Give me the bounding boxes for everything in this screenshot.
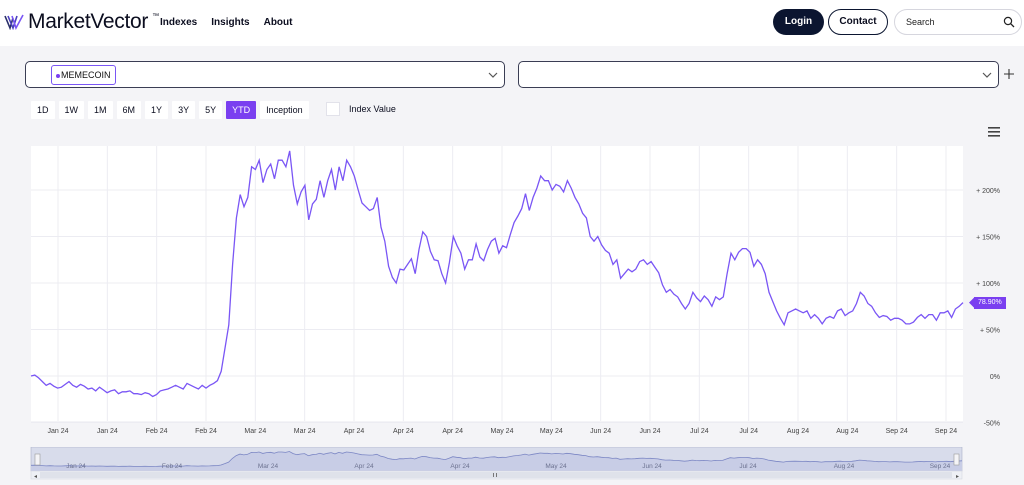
x-tick-label: May 24 — [540, 428, 563, 435]
search-placeholder: Search — [906, 17, 935, 27]
range-button-3y[interactable]: 3Y — [172, 101, 196, 119]
x-tick-label: Mar 24 — [244, 428, 266, 435]
navigator-left-handle — [34, 453, 41, 466]
navigator-line — [30, 451, 963, 467]
range-button-1m[interactable]: 1M — [88, 101, 113, 119]
x-tick-label: Sep 24 — [886, 428, 908, 435]
logo[interactable]: MarketVector ™ — [4, 10, 159, 34]
x-tick-label: Aug 24 — [787, 428, 809, 435]
x-tick-label: Jun 24 — [639, 428, 660, 435]
navigator-tick-label: Apr 24 — [450, 463, 470, 470]
search-icon[interactable] — [1003, 16, 1015, 28]
contact-button[interactable]: Contact — [828, 9, 888, 35]
navigator-tick-label: May 24 — [545, 463, 567, 470]
y-tick-label: + 150% — [976, 235, 1000, 242]
index-value-label: Index Value — [349, 104, 396, 114]
y-tick-label: -50% — [984, 421, 1000, 428]
x-tick-label: Feb 24 — [146, 428, 168, 435]
nav-indexes[interactable]: Indexes — [160, 17, 198, 28]
range-button-5y[interactable]: 5Y — [199, 101, 223, 119]
memecoin-series-line — [30, 150, 964, 398]
range-button-6m[interactable]: 6M — [116, 101, 142, 119]
x-tick-label: Jun 24 — [590, 428, 611, 435]
x-tick-label: Jan 24 — [47, 428, 68, 435]
navigator-tick-label: Jul 24 — [739, 463, 757, 470]
x-tick-label: Aug 24 — [836, 428, 858, 435]
last-value-pointer — [969, 297, 974, 308]
range-button-1d[interactable]: 1D — [31, 101, 55, 119]
range-selector: 1D 1W 1M 6M 1Y 3Y 5Y YTD Inception — [31, 101, 309, 119]
navigator-tick-label: Jan 24 — [66, 463, 86, 470]
index-selector-secondary[interactable] — [518, 61, 999, 88]
x-tick-label: Apr 24 — [442, 428, 463, 435]
last-value-label: 78.90% — [974, 297, 1006, 309]
y-tick-label: 0% — [990, 374, 1000, 381]
range-button-ytd[interactable]: YTD — [226, 101, 257, 119]
x-tick-label: Apr 24 — [344, 428, 365, 435]
logo-text: MarketVector — [28, 10, 149, 33]
chart-menu-icon[interactable] — [988, 127, 1000, 137]
chevron-down-icon[interactable] — [488, 70, 498, 80]
market-vector-logo-icon — [4, 14, 24, 30]
nav-about[interactable]: About — [263, 17, 293, 28]
x-tick-label: Feb 24 — [195, 428, 217, 435]
scroll-right-icon: ▸ — [956, 473, 959, 480]
navigator-right-handle — [953, 453, 960, 466]
navigator-tick-label: Sep 24 — [930, 463, 951, 470]
navigator-tick-label: Aug 24 — [834, 463, 855, 470]
navigator-tick-label: Jun 24 — [642, 463, 662, 470]
navigator-tick-label: Mar 24 — [258, 463, 279, 470]
x-tick-label: Jul 24 — [690, 428, 709, 435]
index-line-chart: Jan 24 Jan 24 Feb 24 Feb 24 Mar 24 Mar 24 Apr … — [30, 146, 1000, 435]
y-tick-label: + 200% — [976, 188, 1000, 195]
chevron-down-icon[interactable] — [982, 70, 992, 80]
range-button-1y[interactable]: 1Y — [145, 101, 169, 119]
x-tick-label: Sep 24 — [935, 428, 957, 435]
x-tick-label: May 24 — [491, 428, 514, 435]
index-selector-primary[interactable]: MEMECOIN — [25, 61, 505, 88]
login-button[interactable]: Login — [773, 9, 824, 35]
logo-trademark: ™ — [152, 12, 160, 20]
y-tick-label: + 50% — [980, 328, 1000, 335]
y-tick-label: + 100% — [976, 281, 1000, 288]
top-navigation-bar: MarketVector ™ Indexes Insights About Log… — [0, 0, 1024, 46]
range-button-1w[interactable]: 1W — [58, 101, 85, 119]
range-button-inception[interactable]: Inception — [260, 101, 309, 119]
navigator-tick-label: Feb 24 — [162, 463, 183, 470]
range-navigator[interactable]: Jan 24 Feb 24 Mar 24 Apr 24 Apr 24 May 24 Jun … — [0, 447, 1024, 485]
selected-index-label: MEMECOIN — [61, 70, 111, 80]
index-value-checkbox[interactable] — [326, 102, 340, 116]
scrollbar-grip-line — [496, 473, 497, 477]
navigator-tick-label: Apr 24 — [354, 463, 374, 470]
x-tick-label: Apr 24 — [393, 428, 414, 435]
scrollbar-grip-line — [493, 473, 494, 477]
main-nav: Indexes Insights About — [160, 17, 292, 28]
nav-insights[interactable]: Insights — [211, 17, 250, 28]
x-tick-label: Jan 24 — [97, 428, 118, 435]
navigator-area — [31, 451, 962, 471]
search-input[interactable]: Search — [894, 9, 1022, 35]
series-color-dot — [56, 73, 60, 78]
scroll-left-icon: ◂ — [34, 473, 37, 480]
add-comparison-icon[interactable] — [1003, 68, 1015, 80]
selected-index-tag[interactable]: MEMECOIN — [51, 65, 116, 85]
x-tick-label: Mar 24 — [294, 428, 316, 435]
x-tick-label: Jul 24 — [739, 428, 758, 435]
